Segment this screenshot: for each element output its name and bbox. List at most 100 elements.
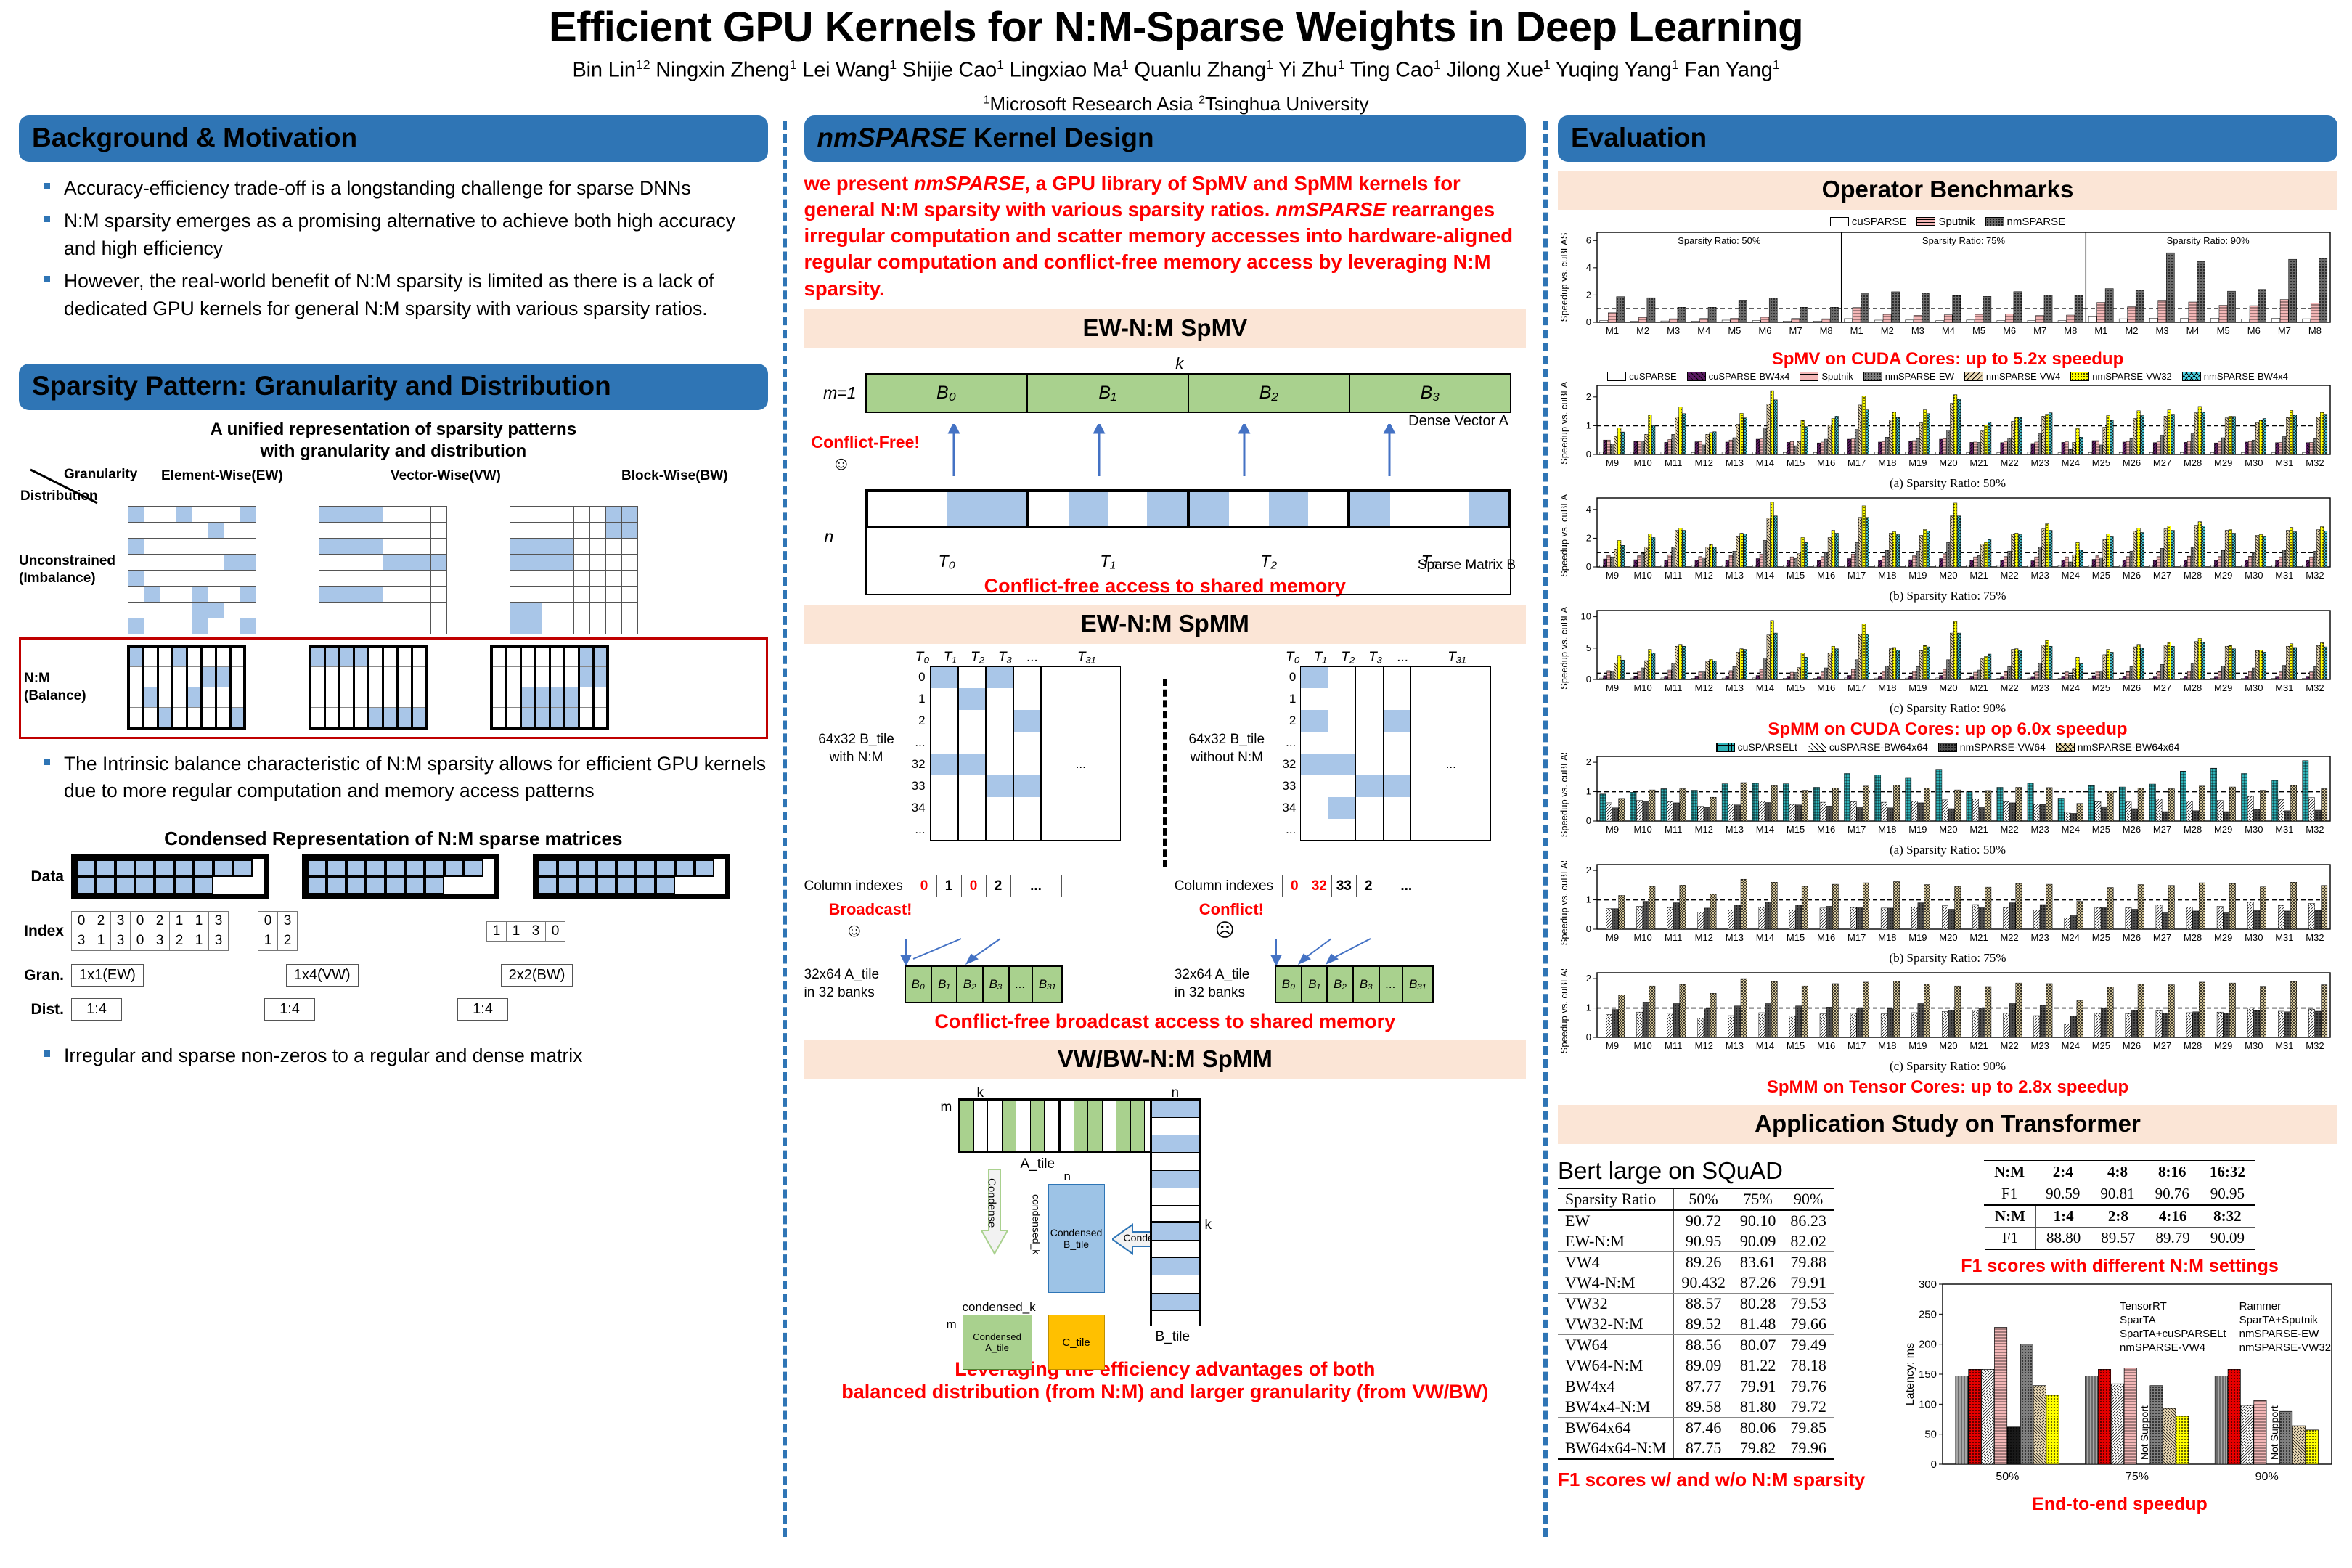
databar-bw bbox=[533, 854, 730, 900]
matrix-cell bbox=[240, 553, 256, 571]
bar bbox=[2091, 558, 2096, 567]
thread-label: T₁ bbox=[943, 650, 957, 666]
bar bbox=[2324, 413, 2328, 454]
table-cell: 90.09 bbox=[1732, 1230, 1784, 1252]
bar bbox=[1917, 802, 1924, 821]
matrix-cell bbox=[335, 505, 351, 523]
index-cell: 0 bbox=[130, 931, 150, 952]
matrix-cell bbox=[192, 585, 208, 603]
bar bbox=[1950, 515, 1954, 567]
bar bbox=[1671, 662, 1675, 679]
data-cell bbox=[174, 877, 194, 895]
btile-cell bbox=[1410, 775, 1492, 798]
svg-text:4: 4 bbox=[1586, 261, 1591, 272]
bar bbox=[2227, 1368, 2241, 1464]
bar bbox=[1943, 669, 1947, 679]
bar bbox=[1642, 900, 1649, 929]
bar bbox=[2027, 452, 2031, 454]
bar bbox=[1939, 438, 1943, 454]
gran-value-bw: 2x2(BW) bbox=[500, 964, 573, 987]
x-tick-label: M13 bbox=[1726, 824, 1744, 835]
legend-label: nmSPARSE-VW32 bbox=[2239, 1341, 2332, 1354]
author-affil-marker: 1 bbox=[1772, 57, 1780, 72]
matrix-cell bbox=[399, 585, 415, 603]
irregular-bullet-list: Irregular and sparse non-zeros to a regu… bbox=[19, 1042, 768, 1070]
matrix-cell bbox=[563, 707, 580, 729]
chart-spmv-cuda: cuSPARSE Sputnik nmSPARSE 0 2 4 6 Speedup vs. c… bbox=[1558, 216, 2337, 348]
table-row: 1 bbox=[1279, 688, 1492, 711]
data-cell bbox=[616, 877, 636, 895]
index-cell: 1 bbox=[189, 911, 209, 932]
btile-cell bbox=[1410, 688, 1492, 711]
x-tick-label: M17 bbox=[1847, 682, 1866, 693]
matrix-cell bbox=[605, 569, 622, 587]
bar bbox=[1889, 648, 1893, 679]
matrix-cell bbox=[319, 601, 335, 618]
bar bbox=[1759, 553, 1763, 567]
bar bbox=[1942, 799, 1948, 821]
bar bbox=[1996, 565, 2001, 567]
bar bbox=[1725, 441, 1729, 454]
bar bbox=[1978, 906, 1985, 929]
legend-label: SparTA+Sputnik bbox=[2239, 1313, 2319, 1326]
vwbw-caption-line1: Leveraging the efficiency advantages of … bbox=[955, 1358, 1376, 1381]
matrix-cell bbox=[127, 646, 144, 668]
matrix-cell bbox=[208, 585, 224, 603]
page-title: Efficient GPU Kernels for N:M-Sparse Wei… bbox=[548, 4, 1804, 51]
svg-text:Speedup vs. cuBLASLt: Speedup vs. cuBLASLt bbox=[1559, 861, 1569, 945]
legend-swatch bbox=[1964, 371, 1983, 381]
btile-cell bbox=[984, 732, 1014, 754]
x-tick-label: M21 bbox=[1969, 457, 1988, 468]
thread-label: T₂ bbox=[1341, 650, 1355, 666]
matrix-unconstrained-ew bbox=[128, 505, 256, 634]
matrix-cell bbox=[415, 505, 431, 523]
matrix-cell bbox=[573, 521, 590, 539]
matrix-cell bbox=[127, 707, 144, 729]
x-tick-label: M17 bbox=[1847, 1040, 1866, 1051]
spmm-cuda-chart-caption: SpMM on CUDA Cores: up op 6.0x speedup bbox=[1768, 719, 2128, 739]
bar bbox=[1644, 546, 1649, 567]
btile-cell bbox=[1355, 754, 1384, 776]
table-cell: VW64 bbox=[1565, 1335, 1608, 1354]
bar bbox=[1712, 661, 1717, 679]
x-tick-label: M18 bbox=[1878, 932, 1896, 943]
bar bbox=[1636, 1011, 1643, 1037]
x-tick-label: M3 bbox=[1667, 325, 1680, 336]
thread-header-right: T₀ T₁ T₂ T₃... T₃₁ bbox=[1175, 650, 1526, 666]
matrix-cell bbox=[367, 553, 383, 571]
x-tick-label: M31 bbox=[2275, 682, 2293, 693]
sparsity-matrix bbox=[309, 645, 428, 730]
table-row bbox=[510, 617, 638, 634]
row-index-label: ... bbox=[915, 822, 926, 837]
btile-cell bbox=[1300, 754, 1329, 776]
row-index-label: 33 bbox=[1282, 779, 1297, 793]
author-name: Yi Zhu bbox=[1278, 58, 1338, 82]
x-tick-label: M21 bbox=[1969, 570, 1988, 581]
bar bbox=[2306, 442, 2310, 454]
bar bbox=[2102, 426, 2107, 454]
matrix-cell bbox=[605, 617, 622, 634]
row-index-label: 1 bbox=[918, 692, 926, 706]
bar bbox=[1854, 659, 1859, 679]
x-tick-label: M24 bbox=[2062, 1040, 2080, 1051]
matrix-cell bbox=[338, 646, 355, 668]
bar bbox=[2292, 647, 2297, 679]
bar bbox=[1768, 297, 1778, 322]
x-tick-label: M9 bbox=[1606, 570, 1619, 581]
row-index-label: 34 bbox=[911, 801, 926, 815]
bar bbox=[1832, 983, 1839, 1037]
bar bbox=[1865, 634, 1869, 679]
bar bbox=[2186, 1012, 2193, 1037]
table-row: BW64x64-N:M 87.75 79.82 79.96 bbox=[1558, 1437, 1834, 1460]
matrix-cell bbox=[577, 646, 595, 668]
bar bbox=[2149, 783, 2156, 821]
matrix-cell bbox=[352, 687, 369, 709]
bar bbox=[2004, 441, 2008, 454]
x-tick-label: M4 bbox=[1942, 325, 1955, 336]
matrix-cell bbox=[156, 646, 173, 668]
bar bbox=[1704, 807, 1710, 821]
btile-cell bbox=[957, 797, 987, 820]
bar bbox=[2038, 662, 2042, 679]
btile-cell bbox=[1328, 797, 1357, 820]
table-cell: 79.82 bbox=[1732, 1437, 1784, 1460]
